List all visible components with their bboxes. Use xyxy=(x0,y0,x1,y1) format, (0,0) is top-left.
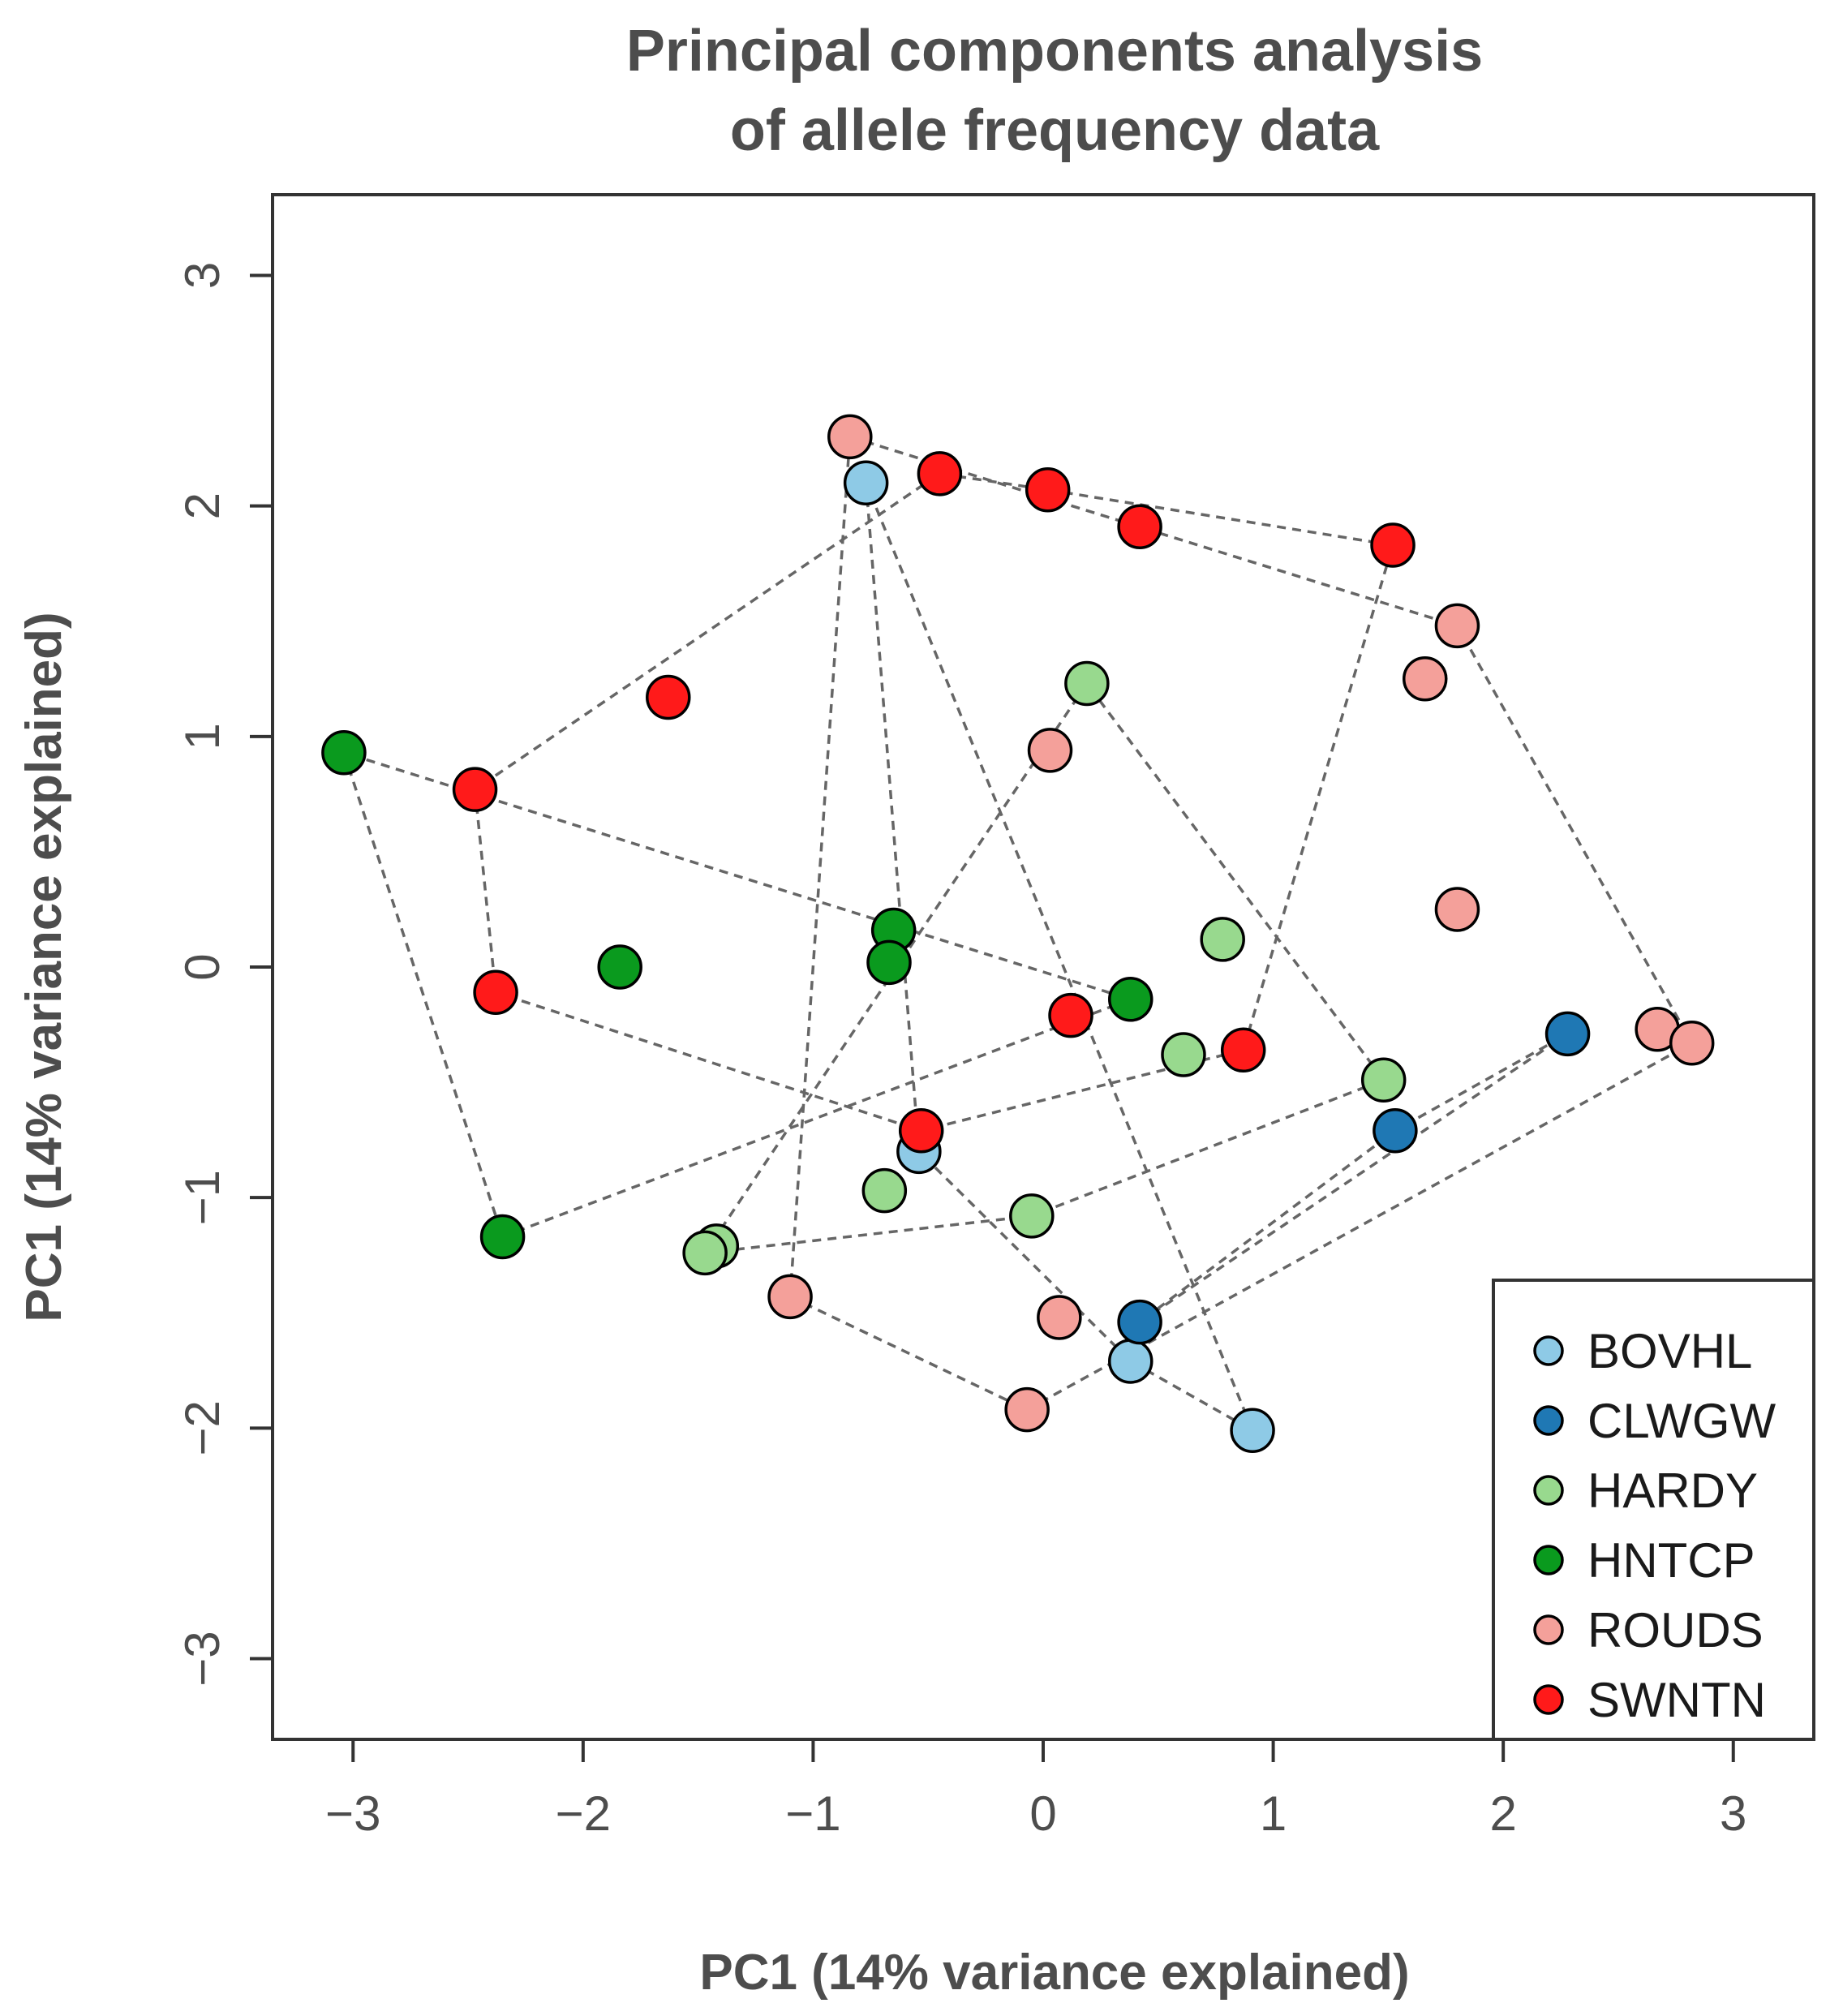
point-hardy xyxy=(1161,1032,1206,1077)
hull-hntcp xyxy=(342,750,1136,1239)
point-rouds xyxy=(827,414,873,460)
point-hntcp xyxy=(479,1214,526,1260)
x-tick-label: 1 xyxy=(1260,1786,1287,1841)
point-swntn xyxy=(452,767,498,812)
legend-marker-hntcp xyxy=(1533,1545,1564,1575)
y-tick-label: 3 xyxy=(175,262,230,289)
point-swntn xyxy=(473,969,518,1016)
hull-bovhl xyxy=(864,482,1256,1434)
point-hardy xyxy=(1064,660,1110,707)
chart-title-line-1: Principal components analysis xyxy=(626,19,1483,84)
point-clwgw xyxy=(1373,1108,1418,1154)
point-swntn xyxy=(1370,522,1416,568)
x-tick-label: −1 xyxy=(785,1786,840,1841)
legend-marker-swntn xyxy=(1533,1684,1564,1715)
points-layer xyxy=(321,414,1715,1453)
point-hntcp xyxy=(866,939,912,986)
legend-label-hntcp: HNTCP xyxy=(1587,1533,1755,1588)
hull-hardy xyxy=(702,681,1386,1255)
point-clwgw xyxy=(1544,1011,1591,1057)
point-bovhl xyxy=(843,460,889,505)
legend-label-bovhl: BOVHL xyxy=(1587,1324,1752,1378)
point-rouds xyxy=(1027,728,1073,773)
y-axis: −3 −2 −1 0 1 2 3 xyxy=(175,262,273,1687)
point-swntn xyxy=(1025,466,1071,513)
y-tick-label: −3 xyxy=(175,1631,230,1686)
point-bovhl xyxy=(1108,1339,1153,1384)
point-rouds xyxy=(1037,1295,1082,1340)
point-hardy xyxy=(1009,1193,1055,1239)
point-swntn xyxy=(1048,992,1093,1038)
point-swntn xyxy=(1220,1027,1266,1073)
legend-label-rouds: ROUDS xyxy=(1587,1603,1764,1657)
point-hntcp xyxy=(1108,977,1153,1022)
legend-label-swntn: SWNTN xyxy=(1587,1673,1766,1727)
point-bovhl xyxy=(1230,1408,1275,1453)
point-hardy xyxy=(1360,1057,1407,1103)
x-tick-label: −2 xyxy=(556,1786,611,1841)
point-hardy xyxy=(861,1167,908,1214)
y-tick-label: −1 xyxy=(175,1170,230,1225)
chart-title-line-2: of allele frequency data xyxy=(730,98,1380,163)
point-swntn xyxy=(898,1108,944,1154)
hull-layer xyxy=(342,435,1695,1434)
point-rouds xyxy=(767,1274,813,1320)
x-tick-label: 0 xyxy=(1029,1786,1056,1841)
point-swntn xyxy=(646,674,691,720)
legend-marker-clwgw xyxy=(1533,1405,1564,1436)
point-hntcp xyxy=(597,944,642,990)
x-axis: −3 −2 −1 0 1 2 3 xyxy=(325,1739,1746,1841)
point-hardy xyxy=(1200,917,1245,962)
legend-marker-hardy xyxy=(1533,1475,1564,1506)
point-rouds xyxy=(1669,1021,1715,1066)
x-tick-label: 3 xyxy=(1720,1786,1746,1841)
point-hardy xyxy=(682,1230,728,1276)
point-rouds xyxy=(1434,887,1480,932)
point-clwgw xyxy=(1117,1299,1162,1345)
y-tick-label: 0 xyxy=(175,953,230,980)
y-tick-label: 2 xyxy=(175,492,230,519)
point-rouds xyxy=(1434,603,1480,649)
point-rouds xyxy=(1402,656,1448,702)
point-swntn xyxy=(1117,504,1162,549)
legend: BOVHL CLWGW HARDY HNTCP ROUDS SWNTN xyxy=(1492,1279,1815,1741)
hull-rouds xyxy=(788,435,1695,1412)
point-hntcp xyxy=(321,729,367,776)
x-axis-label: PC1 (14% variance explained) xyxy=(699,1945,1409,2001)
y-axis-label: PC1 (14% variance explained) xyxy=(16,612,72,1322)
legend-marker-rouds xyxy=(1533,1614,1564,1645)
x-tick-label: −3 xyxy=(325,1786,380,1841)
legend-label-hardy: HARDY xyxy=(1587,1464,1758,1518)
point-swntn xyxy=(917,451,963,496)
point-rouds xyxy=(1004,1386,1050,1433)
legend-label-clwgw: CLWGW xyxy=(1587,1394,1776,1448)
y-tick-label: 1 xyxy=(175,723,230,750)
y-tick-label: −2 xyxy=(175,1400,230,1455)
legend-marker-bovhl xyxy=(1533,1335,1564,1366)
x-tick-label: 2 xyxy=(1489,1786,1516,1841)
